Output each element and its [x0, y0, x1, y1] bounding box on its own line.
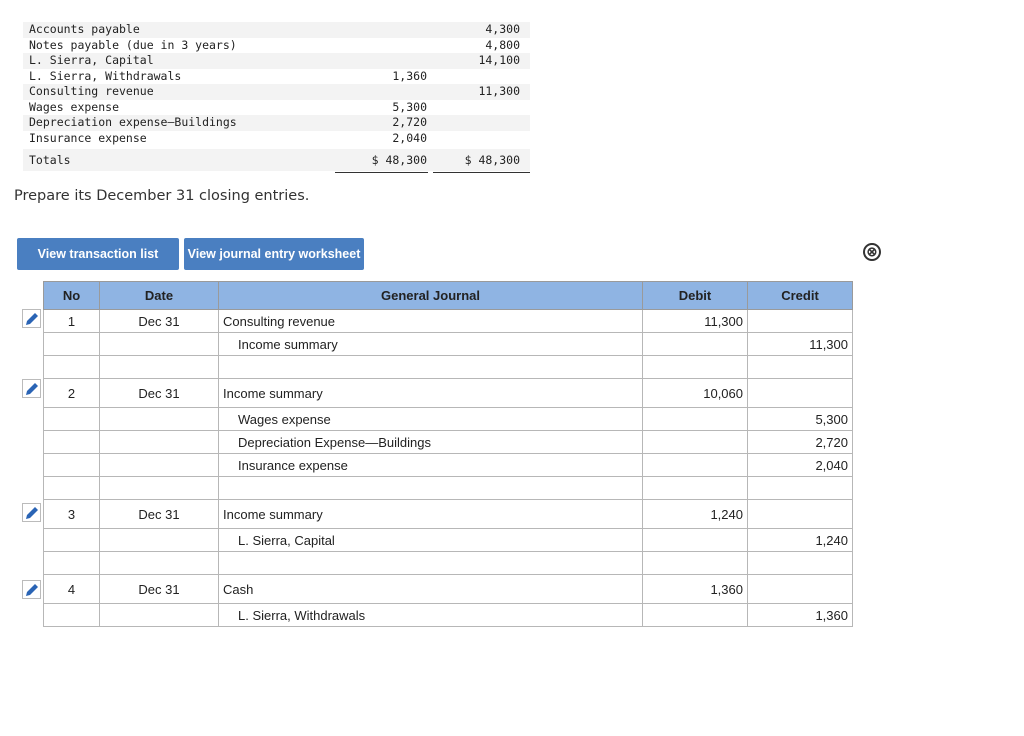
- table-row: Income summary 11,300: [43, 332, 853, 356]
- general-journal-table: No Date General Journal Debit Credit 1 D…: [43, 281, 853, 627]
- edit-entry-4-pencil-icon[interactable]: [22, 580, 41, 599]
- tb-row: Insurance expense 2,040: [29, 130, 427, 145]
- table-row: [43, 551, 853, 575]
- table-row: Insurance expense 2,040: [43, 453, 853, 477]
- table-row: [43, 476, 853, 500]
- journal-header-row: No Date General Journal Debit Credit: [43, 281, 853, 310]
- trial-balance: Accounts payable 4,300 Notes payable (due…: [23, 22, 530, 173]
- tb-row: L. Sierra, Capital 14,100: [23, 53, 530, 69]
- col-credit-header: Credit: [747, 281, 853, 310]
- divider: [335, 172, 428, 173]
- close-icon[interactable]: ⊗: [863, 243, 881, 261]
- table-row: L. Sierra, Capital 1,240: [43, 528, 853, 552]
- tb-row: Accounts payable 4,300: [23, 22, 530, 38]
- tb-row: L. Sierra, Withdrawals 1,360: [29, 68, 427, 83]
- tb-row: Depreciation expense—Buildings 2,720: [23, 115, 530, 131]
- tb-row: Consulting revenue 11,300: [23, 84, 530, 100]
- table-row: [43, 355, 853, 379]
- edit-entry-3-pencil-icon[interactable]: [22, 503, 41, 522]
- table-row: 2 Dec 31 Income summary 10,060: [43, 378, 853, 408]
- table-row: 1 Dec 31 Consulting revenue 11,300: [43, 309, 853, 333]
- edit-entry-1-pencil-icon[interactable]: [22, 309, 41, 328]
- tb-row: Wages expense 5,300: [29, 99, 427, 114]
- table-row: 3 Dec 31 Income summary 1,240: [43, 499, 853, 529]
- col-no-header: No: [43, 281, 100, 310]
- table-row: 4 Dec 31 Cash 1,360: [43, 574, 853, 604]
- tb-totals-row: Totals $ 48,300 $ 48,300: [23, 149, 530, 171]
- col-date-header: Date: [99, 281, 219, 310]
- view-journal-entry-worksheet-button[interactable]: View journal entry worksheet: [184, 238, 364, 270]
- tb-row: Notes payable (due in 3 years) 4,800: [29, 37, 520, 52]
- col-debit-header: Debit: [642, 281, 748, 310]
- table-row: Wages expense 5,300: [43, 407, 853, 431]
- table-row: Depreciation Expense—Buildings 2,720: [43, 430, 853, 454]
- divider: [433, 172, 530, 173]
- table-row: L. Sierra, Withdrawals 1,360: [43, 603, 853, 627]
- edit-entry-2-pencil-icon[interactable]: [22, 379, 41, 398]
- view-transaction-list-button[interactable]: View transaction list: [17, 238, 179, 270]
- col-account-header: General Journal: [218, 281, 643, 310]
- instruction-text: Prepare its December 31 closing entries.: [14, 188, 310, 204]
